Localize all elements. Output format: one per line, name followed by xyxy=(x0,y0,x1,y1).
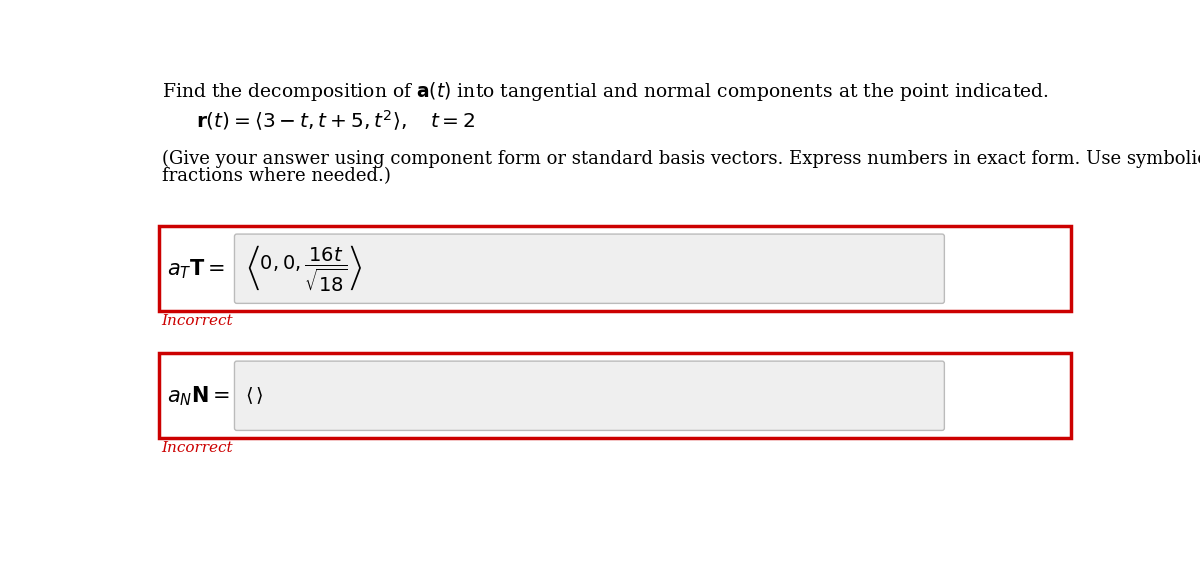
Text: $\langle \, \rangle$: $\langle \, \rangle$ xyxy=(245,385,263,406)
Text: fractions where needed.): fractions where needed.) xyxy=(162,167,390,185)
Text: Incorrect: Incorrect xyxy=(161,441,233,455)
Text: $\mathbf{r}(t) = \langle 3 - t, t + 5, t^2 \rangle, \quad t = 2$: $\mathbf{r}(t) = \langle 3 - t, t + 5, t… xyxy=(197,108,476,133)
Text: $a_N\mathbf{N} = $: $a_N\mathbf{N} = $ xyxy=(167,384,230,408)
FancyBboxPatch shape xyxy=(234,234,944,303)
Text: $a_T\mathbf{T} = $: $a_T\mathbf{T} = $ xyxy=(167,257,226,280)
FancyBboxPatch shape xyxy=(160,353,1070,438)
FancyBboxPatch shape xyxy=(160,226,1070,311)
Text: Incorrect: Incorrect xyxy=(161,314,233,328)
Text: $\left\langle 0, 0, \dfrac{16t}{\sqrt{18}} \right\rangle$: $\left\langle 0, 0, \dfrac{16t}{\sqrt{18… xyxy=(246,244,362,293)
Text: (Give your answer using component form or standard basis vectors. Express number: (Give your answer using component form o… xyxy=(162,150,1200,168)
Text: Find the decomposition of $\mathbf{a}(t)$ into tangential and normal components : Find the decomposition of $\mathbf{a}(t)… xyxy=(162,80,1049,103)
FancyBboxPatch shape xyxy=(234,361,944,431)
